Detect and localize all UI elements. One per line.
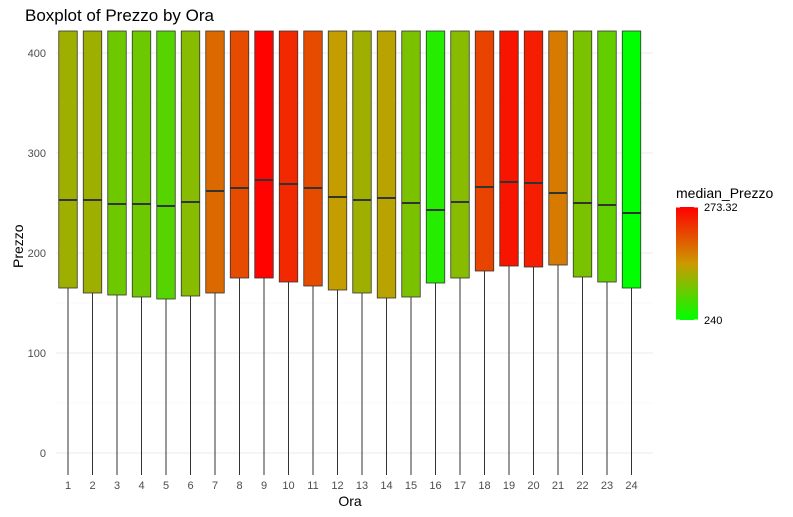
x-tick-label: 21 (552, 480, 564, 492)
box (156, 30, 176, 300)
x-tick-label: 19 (503, 480, 515, 492)
box (376, 30, 397, 299)
x-tick-label: 2 (89, 480, 95, 492)
box (58, 30, 78, 289)
y-tick-label: 100 (28, 348, 46, 360)
x-tick-label: 13 (356, 480, 368, 492)
color-legend: 273.32 240 (676, 202, 738, 327)
x-tick-label: 11 (307, 480, 318, 492)
x-axis-label: Ora (338, 493, 362, 509)
box (425, 30, 446, 284)
box (131, 30, 152, 298)
box (572, 30, 593, 278)
box (450, 30, 470, 279)
x-tick-label: 8 (236, 480, 242, 492)
box (254, 30, 274, 279)
x-tick-label: 10 (282, 480, 294, 492)
x-tick-label: 6 (187, 480, 193, 492)
box (499, 30, 519, 267)
legend-colorbar (676, 207, 698, 320)
x-tick-label: 24 (625, 480, 637, 492)
box (523, 30, 544, 268)
x-tick-label: 9 (261, 480, 267, 492)
box (303, 30, 323, 287)
x-tick-label: 3 (114, 480, 120, 492)
legend-title: median_Prezzo (676, 185, 774, 201)
y-tick-label: 200 (28, 248, 46, 260)
x-tick-label: 5 (163, 480, 169, 492)
box (278, 30, 299, 283)
x-tick-label: 4 (138, 480, 144, 492)
y-tick-label: 0 (40, 448, 46, 460)
box (597, 30, 617, 283)
boxes (58, 30, 642, 475)
x-tick-label: 23 (601, 480, 613, 492)
box (82, 30, 103, 294)
x-tick-label: 18 (478, 480, 490, 492)
y-tick-label: 400 (28, 48, 46, 60)
x-tick-label: 16 (429, 480, 441, 492)
box (548, 30, 568, 266)
legend-label: 240 (704, 315, 722, 327)
box (474, 30, 495, 272)
box (401, 30, 421, 298)
x-tick-label: 17 (454, 480, 466, 492)
y-tick-label: 300 (28, 148, 46, 160)
box (229, 30, 250, 279)
legend-label: 273.32 (704, 202, 738, 214)
box (180, 30, 201, 297)
box (352, 30, 372, 294)
x-tick-label: 20 (527, 480, 539, 492)
x-tick-label: 12 (331, 480, 343, 492)
box (621, 30, 642, 289)
x-tick-label: 22 (576, 480, 588, 492)
box (107, 30, 127, 296)
x-tick-label: 7 (212, 480, 218, 492)
x-tick-label: 1 (65, 480, 71, 492)
box (205, 30, 225, 294)
x-tick-label: 15 (405, 480, 417, 492)
box (327, 30, 348, 291)
chart-title: Boxplot of Prezzo by Ora (25, 6, 214, 25)
x-tick-label: 14 (380, 480, 392, 492)
